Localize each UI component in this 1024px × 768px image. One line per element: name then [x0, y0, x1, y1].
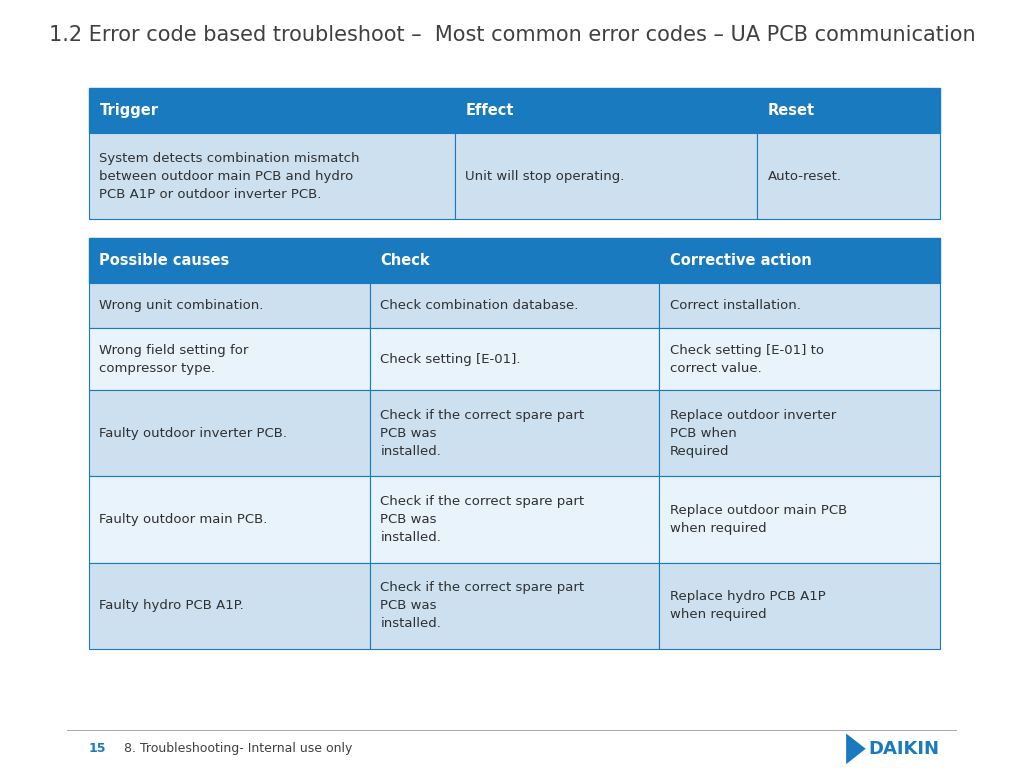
Text: Faulty hydro PCB A1P.: Faulty hydro PCB A1P.	[99, 599, 245, 612]
Text: Replace outdoor inverter
PCB when
Required: Replace outdoor inverter PCB when Requir…	[670, 409, 836, 458]
Text: Check if the correct spare part
PCB was
installed.: Check if the correct spare part PCB was …	[380, 581, 585, 631]
Bar	[89, 563, 370, 649]
Text: Faulty outdoor inverter PCB.: Faulty outdoor inverter PCB.	[99, 427, 288, 440]
Text: System detects combination mismatch
between outdoor main PCB and hydro
PCB A1P o: System detects combination mismatch betw…	[99, 151, 360, 200]
Text: Check setting [E-01].: Check setting [E-01].	[380, 353, 521, 366]
Text: Effect: Effect	[465, 103, 514, 118]
Bar	[89, 329, 370, 390]
Bar	[89, 88, 455, 133]
Bar	[89, 390, 370, 476]
Bar	[757, 88, 940, 133]
Text: Corrective action: Corrective action	[670, 253, 811, 268]
Polygon shape	[846, 733, 865, 764]
Text: DAIKIN: DAIKIN	[868, 740, 939, 758]
Text: Check setting [E-01] to
correct value.: Check setting [E-01] to correct value.	[670, 344, 823, 375]
Text: Check combination database.: Check combination database.	[380, 300, 579, 313]
Text: Wrong unit combination.: Wrong unit combination.	[99, 300, 264, 313]
Text: Check: Check	[380, 253, 430, 268]
Bar	[455, 88, 757, 133]
Text: 1.2 Error code based troubleshoot –  Most common error codes – UA PCB communicat: 1.2 Error code based troubleshoot – Most…	[49, 25, 975, 45]
Text: Possible causes: Possible causes	[99, 253, 229, 268]
Bar	[370, 563, 658, 649]
Bar	[370, 390, 658, 476]
Bar	[370, 238, 658, 283]
Bar	[658, 476, 940, 563]
Bar	[67, 730, 957, 731]
Text: Reset: Reset	[767, 103, 814, 118]
Text: Replace hydro PCB A1P
when required: Replace hydro PCB A1P when required	[670, 591, 825, 621]
Bar	[658, 390, 940, 476]
Bar	[370, 329, 658, 390]
Text: Trigger: Trigger	[99, 103, 159, 118]
Bar	[89, 133, 455, 219]
Bar	[89, 476, 370, 563]
Text: Check if the correct spare part
PCB was
installed.: Check if the correct spare part PCB was …	[380, 495, 585, 544]
Bar	[89, 283, 370, 329]
Bar	[658, 329, 940, 390]
Bar	[455, 133, 757, 219]
Text: Replace outdoor main PCB
when required: Replace outdoor main PCB when required	[670, 504, 847, 535]
Text: Check if the correct spare part
PCB was
installed.: Check if the correct spare part PCB was …	[380, 409, 585, 458]
Bar	[757, 133, 940, 219]
Bar	[370, 476, 658, 563]
Text: Auto-reset.: Auto-reset.	[767, 170, 842, 183]
Text: Unit will stop operating.: Unit will stop operating.	[465, 170, 625, 183]
Text: Correct installation.: Correct installation.	[670, 300, 801, 313]
Bar	[370, 283, 658, 329]
Bar	[658, 238, 940, 283]
Text: 15: 15	[89, 743, 106, 755]
Bar	[658, 563, 940, 649]
Bar	[89, 238, 370, 283]
Bar	[658, 283, 940, 329]
Text: Wrong field setting for
compressor type.: Wrong field setting for compressor type.	[99, 344, 249, 375]
Text: 8. Troubleshooting- Internal use only: 8. Troubleshooting- Internal use only	[125, 743, 353, 755]
Text: Faulty outdoor main PCB.: Faulty outdoor main PCB.	[99, 513, 268, 526]
